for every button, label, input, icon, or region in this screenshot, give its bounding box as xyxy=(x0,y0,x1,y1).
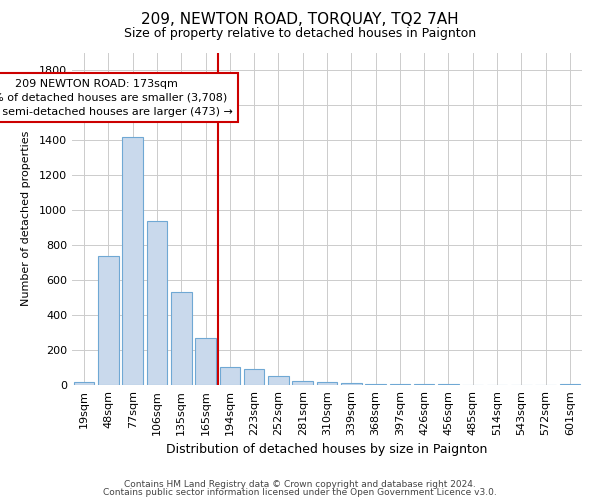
Text: 209, NEWTON ROAD, TORQUAY, TQ2 7AH: 209, NEWTON ROAD, TORQUAY, TQ2 7AH xyxy=(141,12,459,28)
Bar xyxy=(389,384,410,385)
Bar xyxy=(195,338,216,385)
Bar xyxy=(74,382,94,385)
Bar xyxy=(414,384,434,385)
Bar xyxy=(220,366,240,385)
Text: Contains public sector information licensed under the Open Government Licence v3: Contains public sector information licen… xyxy=(103,488,497,497)
Text: Contains HM Land Registry data © Crown copyright and database right 2024.: Contains HM Land Registry data © Crown c… xyxy=(124,480,476,489)
X-axis label: Distribution of detached houses by size in Paignton: Distribution of detached houses by size … xyxy=(166,443,488,456)
Bar xyxy=(122,138,143,385)
Bar xyxy=(341,383,362,385)
Bar xyxy=(292,380,313,385)
Text: Size of property relative to detached houses in Paignton: Size of property relative to detached ho… xyxy=(124,28,476,40)
Bar xyxy=(171,292,191,385)
Text: 209 NEWTON ROAD: 173sqm
← 89% of detached houses are smaller (3,708)
11% of semi: 209 NEWTON ROAD: 173sqm ← 89% of detache… xyxy=(0,78,233,116)
Bar xyxy=(146,222,167,385)
Bar xyxy=(268,376,289,385)
Bar xyxy=(317,382,337,385)
Bar xyxy=(560,384,580,385)
Bar xyxy=(438,384,459,385)
Bar xyxy=(98,256,119,385)
Y-axis label: Number of detached properties: Number of detached properties xyxy=(20,131,31,306)
Bar xyxy=(244,369,265,385)
Bar xyxy=(365,384,386,385)
